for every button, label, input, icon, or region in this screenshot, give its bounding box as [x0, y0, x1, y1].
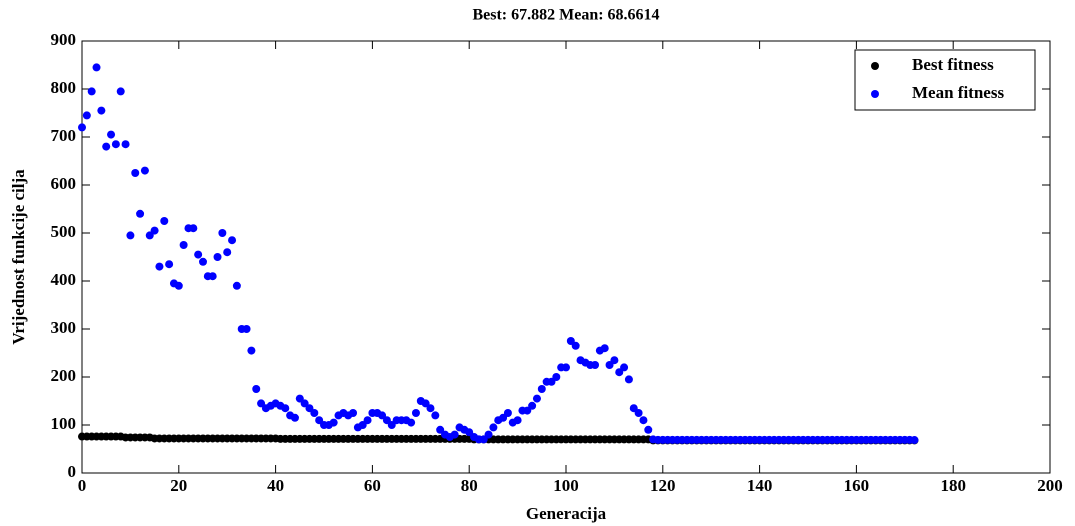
y-tick-label: 700 — [51, 126, 77, 145]
point — [242, 325, 251, 333]
point — [102, 142, 111, 151]
point — [489, 423, 498, 432]
point — [528, 401, 537, 410]
point — [232, 281, 241, 290]
point — [426, 404, 435, 413]
point — [600, 344, 609, 353]
point — [126, 231, 135, 240]
point — [160, 217, 169, 225]
point — [513, 416, 522, 425]
point — [431, 411, 440, 420]
x-tick-label: 20 — [170, 476, 187, 495]
point — [140, 166, 149, 175]
point — [78, 123, 86, 132]
point — [532, 394, 541, 403]
x-tick-label: 120 — [650, 476, 676, 495]
point — [223, 248, 232, 257]
point — [450, 430, 459, 439]
x-tick-label: 80 — [461, 476, 478, 495]
legend-label: Mean fitness — [912, 83, 1004, 102]
point — [107, 130, 116, 139]
x-axis-label: Generacija — [526, 504, 607, 523]
point — [199, 257, 207, 266]
point — [329, 418, 338, 427]
legend-marker — [871, 62, 879, 70]
point — [218, 229, 227, 237]
point — [537, 385, 546, 393]
point — [910, 436, 919, 445]
y-tick-label: 300 — [51, 318, 77, 337]
x-tick-label: 140 — [747, 476, 773, 495]
point — [610, 356, 619, 365]
point — [562, 363, 570, 372]
point — [644, 425, 653, 434]
y-axis-label: Vrijednost funkcije cilja — [9, 169, 28, 345]
point — [252, 385, 261, 393]
point — [165, 260, 174, 269]
point — [82, 111, 91, 120]
point — [179, 241, 188, 249]
point — [310, 409, 319, 417]
legend-box — [854, 49, 1036, 111]
point — [116, 87, 125, 96]
point — [639, 416, 648, 425]
point — [620, 363, 629, 372]
x-tick-label: 200 — [1037, 476, 1063, 495]
point — [150, 226, 159, 235]
x-tick-label: 100 — [553, 476, 579, 495]
point — [281, 404, 290, 413]
point — [247, 346, 256, 355]
point — [571, 341, 580, 350]
point — [155, 262, 164, 271]
x-tick-label: 0 — [78, 476, 87, 495]
y-tick-label: 800 — [51, 78, 77, 97]
y-tick-label: 900 — [51, 30, 77, 49]
point — [503, 409, 512, 417]
point — [97, 106, 106, 115]
point — [87, 87, 96, 96]
x-tick-label: 40 — [267, 476, 284, 495]
point — [111, 140, 120, 149]
x-tick-label: 160 — [844, 476, 870, 495]
point — [208, 272, 217, 281]
point — [624, 375, 633, 384]
y-tick-label: 0 — [68, 462, 77, 481]
point — [228, 236, 237, 245]
point — [349, 409, 358, 417]
y-tick-label: 600 — [51, 174, 77, 193]
plot-frame — [81, 40, 1051, 474]
point — [484, 430, 493, 439]
x-tick-label: 60 — [364, 476, 381, 495]
chart-title: Best: 67.882 Mean: 68.6614 — [472, 7, 659, 24]
point — [189, 224, 198, 233]
point — [174, 281, 183, 290]
legend-marker — [871, 90, 879, 98]
y-tick-label: 500 — [51, 222, 77, 241]
point — [407, 418, 416, 427]
point — [92, 63, 101, 72]
y-tick-label: 100 — [51, 414, 77, 433]
point — [363, 416, 372, 425]
point — [290, 413, 299, 422]
point — [131, 169, 140, 177]
point — [213, 253, 222, 261]
point — [136, 209, 145, 218]
x-tick-label: 180 — [940, 476, 966, 495]
point — [552, 373, 561, 381]
legend-label: Best fitness — [912, 55, 994, 74]
point — [194, 250, 203, 259]
point — [591, 361, 600, 369]
point — [121, 140, 130, 149]
y-tick-label: 200 — [51, 366, 77, 385]
y-tick-label: 400 — [51, 270, 77, 289]
point — [411, 409, 420, 417]
point — [634, 409, 643, 417]
